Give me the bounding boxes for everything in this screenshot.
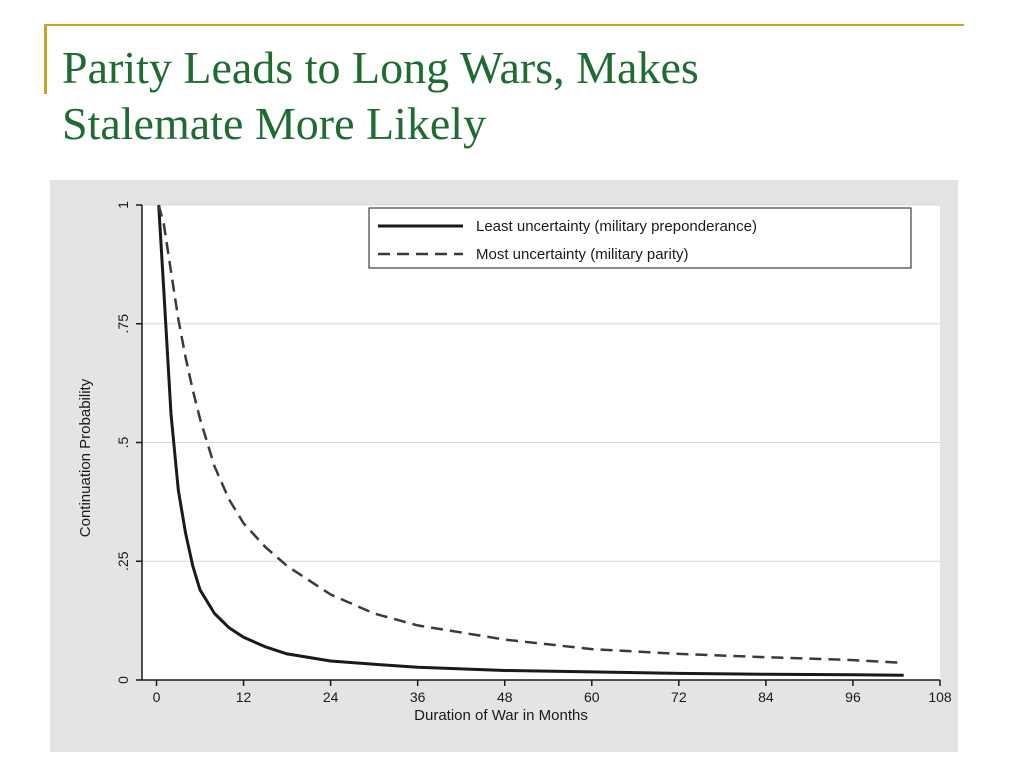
y-tick-label: .5 <box>115 436 131 448</box>
y-tick-label: .25 <box>115 551 131 571</box>
chart-figure: 0 .25 .5 .75 1 0 12 24 36 48 60 72 84 96 108 Duration … <box>50 180 958 752</box>
x-tick-label: 72 <box>671 689 687 705</box>
series-line-least-uncertainty <box>157 204 904 677</box>
x-tick-label: 12 <box>236 689 252 705</box>
accent-bar-vertical <box>44 24 47 94</box>
x-tick-label: 60 <box>584 689 600 705</box>
y-tick-label: 1 <box>115 201 131 209</box>
series-line-most-uncertainty <box>157 204 904 665</box>
x-tick-label: 24 <box>323 689 339 705</box>
x-tick-label: 108 <box>928 689 952 705</box>
y-tick-label: 0 <box>115 676 131 684</box>
x-tick-label: 48 <box>497 689 513 705</box>
ticks: 0 .25 .5 .75 1 0 12 24 36 48 60 72 84 96 108 <box>115 201 952 705</box>
x-axis-label: Duration of War in Months <box>414 707 588 724</box>
legend-label-least-uncertainty: Least uncertainty (military preponderanc… <box>476 218 757 235</box>
legend-label-most-uncertainty: Most uncertainty (military parity) <box>476 246 689 263</box>
x-tick-label: 84 <box>758 689 774 705</box>
series-lines <box>157 204 904 677</box>
legend-box <box>368 207 912 269</box>
y-axis-label: Continuation Probability <box>77 378 94 537</box>
x-tick-label: 0 <box>153 689 161 705</box>
grid-lines <box>142 204 940 562</box>
slide-title-line-2: Stalemate More Likely <box>62 98 487 149</box>
accent-bar-horizontal <box>44 24 964 26</box>
slide-title: Parity Leads to Long Wars, Makes Stalema… <box>62 40 962 152</box>
slide-title-line-1: Parity Leads to Long Wars, Makes <box>62 42 699 93</box>
y-tick-label: .75 <box>115 314 131 334</box>
legend: Least uncertainty (military preponderanc… <box>368 207 912 269</box>
x-tick-label: 36 <box>410 689 426 705</box>
continuation-probability-chart: 0 .25 .5 .75 1 0 12 24 36 48 60 72 84 96 108 Duration … <box>77 201 952 724</box>
x-tick-label: 96 <box>845 689 861 705</box>
